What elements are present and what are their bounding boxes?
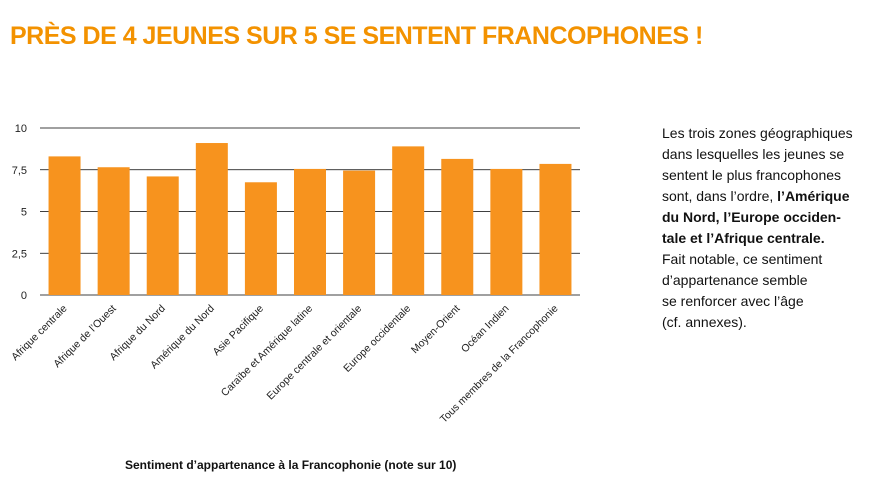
commentary-text: Les trois zones géographiques dans lesqu… <box>662 123 877 333</box>
commentary-fragment: sont, dans l’ordre, <box>662 188 778 204</box>
commentary-line: d’appartenance semble <box>662 272 808 288</box>
y-tick-label: 7,5 <box>12 165 27 177</box>
x-tick-label: Europe centrale et orientale <box>265 303 365 403</box>
commentary-line: Fait notable, ce sentiment <box>662 251 823 267</box>
commentary-line: se renforcer avec l’âge <box>662 293 804 309</box>
commentary-line: (cf. annexes). <box>662 314 747 330</box>
bar <box>392 146 425 295</box>
commentary-line: Les trois zones géographiques <box>662 125 853 141</box>
x-tick-label: Asie Pacifique <box>210 303 266 359</box>
commentary-line: sentent le plus francophones <box>662 167 842 183</box>
chart-caption: Sentiment d’appartenance à la Francophon… <box>125 458 457 472</box>
commentary-line: tale et l’Afrique centrale. <box>662 228 877 249</box>
y-tick-label: 5 <box>21 207 27 219</box>
bar <box>441 158 474 295</box>
y-tick-label: 2,5 <box>12 248 27 260</box>
commentary-highlight: du Nord, l’Europe occiden- <box>662 209 841 225</box>
bar <box>294 168 326 295</box>
y-tick-label: 0 <box>21 290 27 302</box>
bars <box>48 143 572 295</box>
bar <box>48 156 81 295</box>
commentary-line: dans lesquelles les jeunes se <box>662 146 845 162</box>
x-tick-label: Océan Indien <box>459 303 512 356</box>
page-title: PRÈS DE 4 JEUNES SUR 5 SE SENTENT FRANCO… <box>10 22 703 50</box>
x-tick-label: Caraïbe et Amérique latine <box>219 303 316 400</box>
bar <box>343 170 376 295</box>
commentary-highlight: tale et l’Afrique centrale. <box>662 230 825 246</box>
y-tick-label: 10 <box>15 123 27 135</box>
bar <box>490 168 523 295</box>
commentary-highlight: l’Amérique <box>777 188 850 204</box>
bar <box>97 167 130 295</box>
commentary-line: sont, dans l’ordre, l’Amérique <box>662 186 877 207</box>
bar <box>539 163 572 295</box>
y-axis-ticks: 0 2,5 5 7,5 10 <box>12 123 27 302</box>
bar <box>244 182 277 295</box>
x-tick-label: Moyen-Orient <box>409 303 463 357</box>
commentary-line: du Nord, l’Europe occiden- <box>662 207 877 228</box>
bar <box>195 143 228 295</box>
bar <box>146 176 179 295</box>
